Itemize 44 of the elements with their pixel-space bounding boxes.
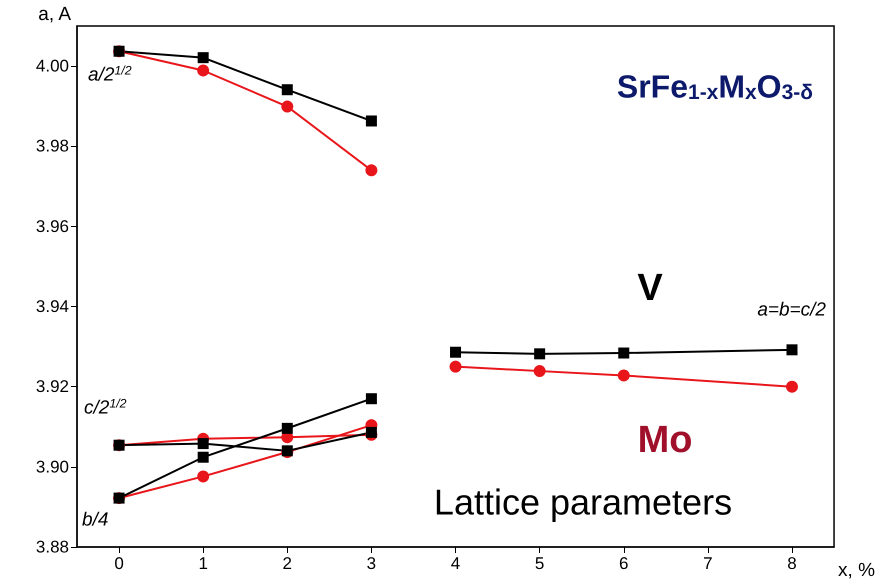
x-tick-label: 4 — [450, 554, 460, 573]
y-tick-label: 3.88 — [36, 538, 69, 556]
x-tick-label: 2 — [282, 554, 292, 573]
annotation: a=b=c/2 — [757, 300, 826, 320]
point — [198, 452, 209, 463]
point — [281, 100, 294, 113]
point — [618, 369, 630, 382]
point — [198, 52, 209, 64]
point — [198, 438, 209, 450]
point — [282, 84, 293, 96]
x-tick-label: 7 — [703, 554, 713, 573]
point — [366, 426, 377, 438]
point — [450, 360, 462, 373]
y-tick-label: 3.92 — [36, 377, 69, 396]
x-tick-label: 6 — [619, 554, 628, 573]
point — [197, 64, 210, 76]
x-tick-label: 5 — [534, 554, 544, 573]
point — [534, 348, 546, 360]
point — [282, 422, 293, 434]
point — [197, 470, 210, 482]
x-tick-label: 3 — [366, 554, 376, 573]
point — [366, 115, 377, 126]
point — [786, 344, 798, 356]
text: SrFe1-xMxO3-δ — [616, 68, 814, 104]
annotation: b/4 — [82, 510, 108, 530]
point — [450, 346, 462, 358]
y-tick-label: 3.98 — [36, 136, 69, 156]
x-tick-label: 1 — [198, 554, 208, 573]
point — [618, 348, 630, 359]
x-tick-label: 0 — [114, 554, 124, 573]
point — [786, 380, 798, 393]
point — [365, 164, 378, 176]
x-axis-title: x, % — [838, 560, 876, 581]
y-tick-label: 3.96 — [36, 216, 69, 236]
point — [366, 393, 377, 404]
x-tick-label: 8 — [787, 554, 797, 573]
y-tick-label: 3.90 — [36, 457, 69, 476]
y-tick-label: 4.00 — [36, 56, 69, 76]
annotation: Mo — [638, 419, 692, 461]
annotation: Lattice parameters — [434, 482, 732, 522]
point — [534, 365, 546, 378]
annotation: V — [637, 267, 664, 309]
y-axis-title: a, A — [38, 4, 72, 25]
y-tick-label: 3.94 — [36, 297, 69, 316]
